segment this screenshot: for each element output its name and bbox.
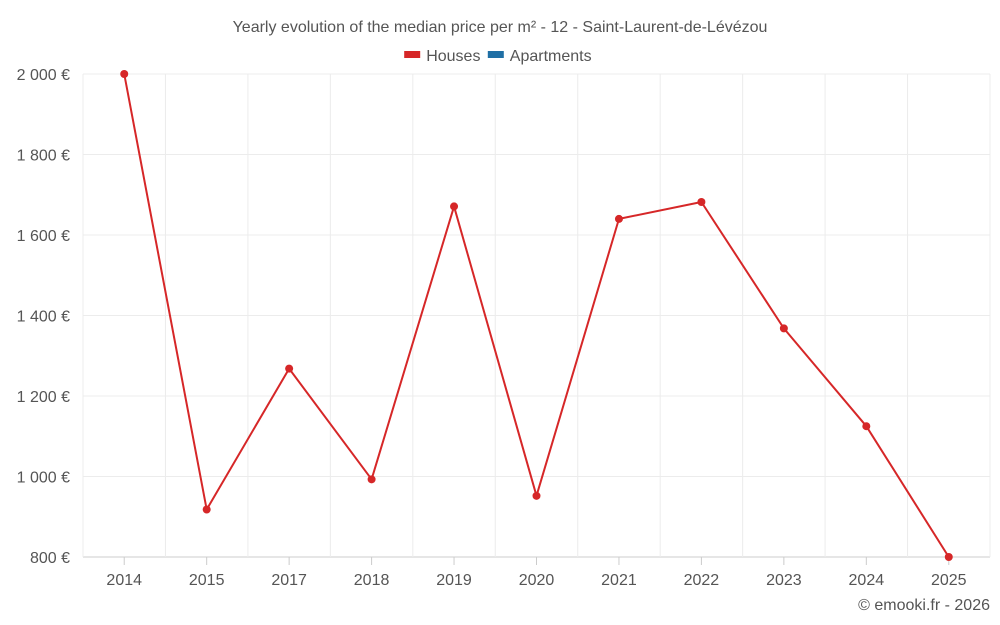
legend: Houses Apartments bbox=[404, 48, 592, 65]
x-tick-label: 2021 bbox=[601, 572, 637, 589]
legend-label-apartments: Apartments bbox=[510, 48, 592, 65]
y-tick-label: 2 000 € bbox=[17, 67, 70, 84]
data-point bbox=[450, 202, 459, 211]
data-point bbox=[202, 505, 211, 514]
x-tick-label: 2014 bbox=[106, 572, 142, 589]
y-tick-label: 1 800 € bbox=[17, 148, 70, 165]
y-tick-label: 1 600 € bbox=[17, 228, 70, 245]
data-point bbox=[697, 197, 706, 206]
x-tick-label: 2015 bbox=[189, 572, 225, 589]
data-point bbox=[120, 70, 129, 78]
data-point bbox=[862, 422, 871, 431]
legend-label-houses: Houses bbox=[426, 48, 480, 65]
data-point bbox=[367, 475, 376, 484]
x-tick-label: 2022 bbox=[684, 572, 720, 589]
x-tick-label: 2025 bbox=[931, 572, 967, 589]
series-layer bbox=[120, 70, 953, 561]
x-tick-label: 2020 bbox=[519, 572, 555, 589]
data-point bbox=[779, 324, 788, 333]
y-tick-label: 1 200 € bbox=[17, 389, 70, 406]
x-tick-label: 2019 bbox=[436, 572, 472, 589]
grid bbox=[82, 73, 991, 558]
x-tick-label: 2018 bbox=[354, 572, 390, 589]
y-axis: 800 € 1 000 € 1 200 € 1 400 € 1 600 € 1 800 €… bbox=[17, 67, 70, 567]
y-tick-label: 1 000 € bbox=[17, 470, 70, 487]
data-point bbox=[532, 491, 541, 500]
legend-swatch-apartments bbox=[487, 51, 504, 58]
x-tick-label: 2024 bbox=[849, 572, 885, 589]
chart-title: Yearly evolution of the median price per… bbox=[233, 19, 768, 36]
data-point bbox=[614, 214, 623, 223]
data-point bbox=[944, 553, 953, 561]
x-tick-label: 2017 bbox=[271, 572, 307, 589]
y-tick-label: 1 400 € bbox=[17, 309, 70, 326]
data-point bbox=[285, 364, 294, 373]
x-tick-label: 2023 bbox=[766, 572, 802, 589]
legend-swatch-houses bbox=[404, 51, 421, 58]
credit-text: © emooki.fr - 2026 bbox=[858, 597, 990, 614]
x-axis: 2014 2015 2017 2018 2019 2020 2021 2022 2023 2024… bbox=[106, 557, 967, 589]
y-tick-label: 800 € bbox=[30, 550, 70, 567]
